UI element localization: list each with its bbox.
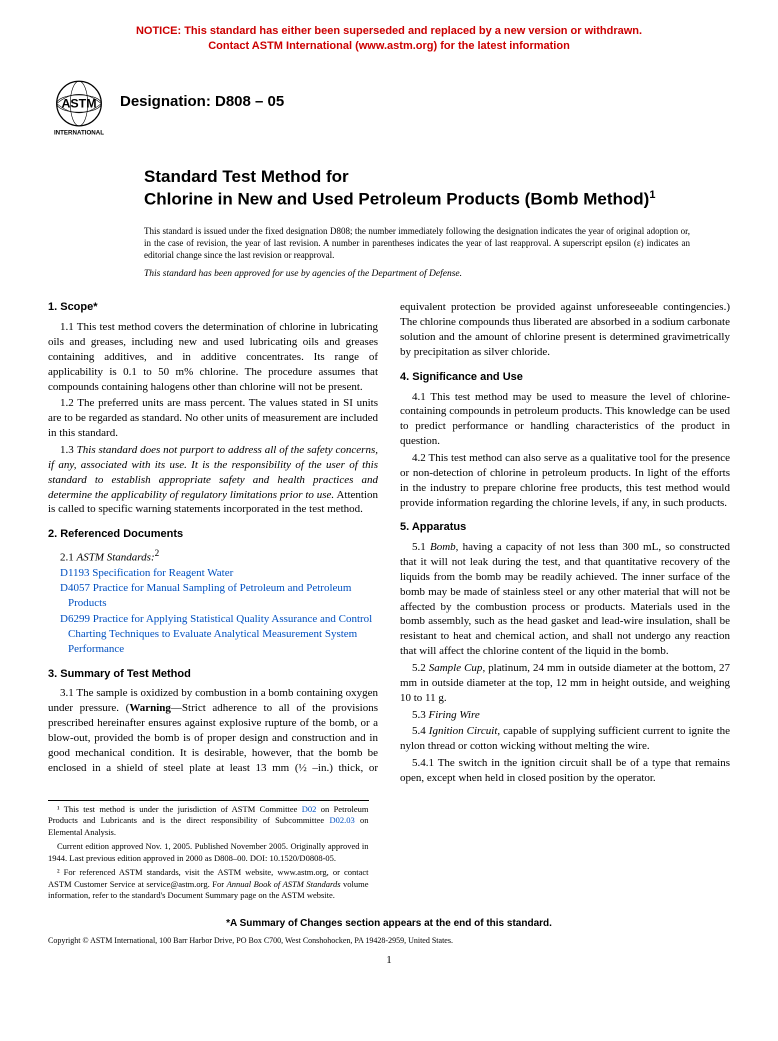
logo-top-text: ASTM	[61, 96, 96, 110]
footnote-1: ¹ This test method is under the jurisdic…	[48, 804, 369, 838]
notice-line2: Contact ASTM International (www.astm.org…	[208, 40, 570, 52]
title-block: Standard Test Method for Chlorine in New…	[144, 166, 730, 211]
section-1-heading: 1. Scope*	[48, 300, 378, 315]
para-5-3: 5.3 Firing Wire	[400, 708, 730, 723]
body-columns: 1. Scope* 1.1 This test method covers th…	[48, 300, 730, 785]
para-2-1: 2.1 ASTM Standards:2	[48, 547, 378, 566]
ref-d6299[interactable]: D6299 Practice for Applying Statistical …	[48, 612, 378, 657]
page-number: 1	[48, 953, 730, 968]
para-5-2: 5.2 Sample Cup, platinum, 24 mm in outsi…	[400, 661, 730, 706]
para-4-2: 4.2 This test method can also serve as a…	[400, 451, 730, 510]
astm-logo: ASTM INTERNATIONAL	[48, 80, 110, 141]
title-line2: Chlorine in New and Used Petroleum Produ…	[144, 190, 649, 209]
ref-d1193[interactable]: D1193 Specification for Reagent Water	[48, 566, 378, 581]
footnote-2: ² For referenced ASTM standards, visit t…	[48, 867, 369, 901]
ref-d4057[interactable]: D4057 Practice for Manual Sampling of Pe…	[48, 581, 378, 611]
para-1-1: 1.1 This test method covers the determin…	[48, 320, 378, 394]
designation: Designation: D808 – 05	[120, 80, 284, 112]
para-1-3: 1.3 This standard does not purport to ad…	[48, 443, 378, 517]
para-5-4-1: 5.4.1 The switch in the ignition circuit…	[400, 756, 730, 786]
section-2-heading: 2. Referenced Documents	[48, 527, 378, 542]
footnote-1-p2: Current edition approved Nov. 1, 2005. P…	[48, 841, 369, 864]
section-5-heading: 5. Apparatus	[400, 520, 730, 535]
copyright: Copyright © ASTM International, 100 Barr…	[48, 936, 730, 947]
header: ASTM INTERNATIONAL Designation: D808 – 0…	[48, 80, 730, 141]
approval-note: This standard has been approved for use …	[144, 268, 690, 281]
para-1-2: 1.2 The preferred units are mass percent…	[48, 396, 378, 441]
footnotes: ¹ This test method is under the jurisdic…	[48, 800, 369, 902]
section-3-heading: 3. Summary of Test Method	[48, 667, 378, 682]
summary-changes-note: *A Summary of Changes section appears at…	[48, 917, 730, 931]
issuance-statement: This standard is issued under the fixed …	[144, 225, 690, 261]
title-sup: 1	[649, 189, 655, 201]
section-4-heading: 4. Significance and Use	[400, 370, 730, 385]
link-d02[interactable]: D02	[302, 804, 317, 814]
title-line1: Standard Test Method for	[144, 167, 349, 186]
notice-line1: NOTICE: This standard has either been su…	[136, 25, 642, 37]
logo-bottom-text: INTERNATIONAL	[54, 129, 104, 135]
notice-banner: NOTICE: This standard has either been su…	[48, 24, 730, 54]
para-5-4: 5.4 Ignition Circuit, capable of supplyi…	[400, 724, 730, 754]
para-5-1: 5.1 Bomb, having a capacity of not less …	[400, 540, 730, 659]
link-d02-03[interactable]: D02.03	[329, 815, 354, 825]
para-4-1: 4.1 This test method may be used to meas…	[400, 390, 730, 449]
